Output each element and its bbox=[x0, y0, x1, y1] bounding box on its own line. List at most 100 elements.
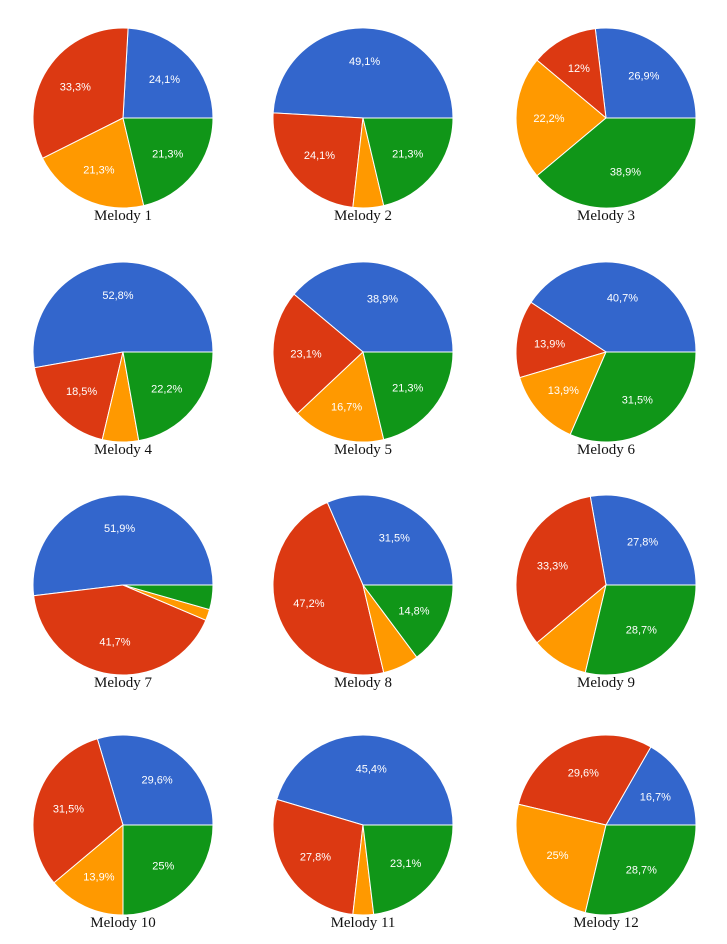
pie-12-slice-label: 16,7% bbox=[640, 791, 671, 803]
pie-11-slice-red bbox=[272, 798, 364, 915]
pie-chart-12: 16,7% 29,6% 25% 28,7% Melody 12 bbox=[515, 734, 697, 931]
pie-3-slice-orange bbox=[515, 59, 607, 177]
pie-12-slice-label: 29,6% bbox=[568, 768, 599, 780]
pie-5-slice-orange bbox=[296, 351, 385, 443]
pie-9-slice-red bbox=[515, 495, 607, 644]
pie-chart-4: 52,8% 18,5% 22,2% Melody 4 bbox=[32, 261, 214, 458]
pie-1-title: Melody 1 bbox=[94, 208, 152, 224]
pie-1-slice-red bbox=[32, 27, 129, 160]
pie-3-slice-label: 38,9% bbox=[610, 167, 641, 179]
pie-4-slice-red bbox=[33, 351, 124, 441]
pie-2-slice-blue bbox=[272, 27, 454, 119]
pie-6-slice-green bbox=[569, 351, 697, 443]
pie-chart-2: 49,1% 24,1% 21,3% Melody 2 bbox=[272, 27, 454, 224]
pie-5-slice-blue bbox=[293, 261, 454, 353]
pie-10-slice-orange bbox=[53, 823, 124, 916]
pie-6-slice-label: 13,9% bbox=[534, 339, 565, 351]
pie-8-slice-red bbox=[272, 501, 385, 676]
pie-chart-10: 29,6% 31,5% 13,9% 25% Melody 10 bbox=[32, 734, 214, 931]
pie-11-slice-label: 23,1% bbox=[390, 858, 421, 870]
pie-chart-5: 38,9% 23,1% 16,7% 21,3% Melody 5 bbox=[272, 261, 454, 458]
pie-8-slice-blue bbox=[326, 494, 454, 586]
pie-chart-7: 51,9% 41,7% Melody 7 bbox=[32, 494, 214, 691]
pie-5-slice-label: 38,9% bbox=[367, 293, 398, 305]
pie-4-slice-label: 18,5% bbox=[66, 386, 97, 398]
pie-9-slice-blue bbox=[589, 494, 697, 586]
pie-chart-1: 24,1% 33,3% 21,3% 21,3% Melody 1 bbox=[32, 27, 214, 224]
pie-3-slice-label: 22,2% bbox=[533, 113, 564, 125]
pie-5-slice-green bbox=[362, 351, 454, 441]
pie-3-slice-green bbox=[536, 117, 697, 209]
pie-7-slice-green bbox=[122, 584, 214, 611]
pie-3-slice-label: 12% bbox=[568, 63, 590, 75]
pie-1-slice-label: 33,3% bbox=[60, 82, 91, 94]
pie-8-title: Melody 8 bbox=[334, 675, 392, 691]
pie-6-slice-orange bbox=[519, 351, 607, 436]
pie-4-title: Melody 4 bbox=[94, 442, 152, 458]
pie-7-slice-blue bbox=[32, 494, 214, 597]
pie-10-slice-green bbox=[122, 824, 214, 916]
pie-2-slice-label: 24,1% bbox=[304, 150, 335, 162]
pie-6-slice-label: 40,7% bbox=[607, 292, 638, 304]
pie-1-slice-label: 21,3% bbox=[83, 165, 114, 177]
pie-chart-3: 26,9% 12% 22,2% 38,9% Melody 3 bbox=[515, 27, 697, 224]
pie-9-slice-label: 28,7% bbox=[626, 625, 657, 637]
pie-10-slice-blue bbox=[96, 734, 214, 826]
pie-7-title: Melody 7 bbox=[94, 675, 152, 691]
pie-8-slice-green bbox=[362, 584, 454, 658]
pie-9-slice-label: 33,3% bbox=[537, 561, 568, 573]
pie-11-slice-label: 27,8% bbox=[300, 851, 331, 863]
pie-12-slice-orange bbox=[515, 803, 607, 914]
pie-5-slice-label: 21,3% bbox=[392, 382, 423, 394]
pie-2-title: Melody 2 bbox=[334, 208, 392, 224]
pie-2-slice-label: 49,1% bbox=[349, 56, 380, 68]
pie-6-slice-label: 31,5% bbox=[622, 395, 653, 407]
pie-9-slice-green bbox=[584, 584, 697, 676]
pie-6-slice-label: 13,9% bbox=[548, 385, 579, 397]
pie-chart-9: 27,8% 33,3% 28,7% Melody 9 bbox=[515, 494, 697, 691]
pie-8-slice-label: 31,5% bbox=[379, 532, 410, 544]
pie-11-title: Melody 11 bbox=[331, 915, 396, 931]
pie-10-slice-label: 29,6% bbox=[141, 774, 172, 786]
pie-3-slice-blue bbox=[594, 27, 697, 119]
pie-10-slice-label: 25% bbox=[152, 860, 174, 872]
pie-8-slice-label: 14,8% bbox=[398, 606, 429, 618]
pie-1-slice-green bbox=[122, 117, 214, 207]
pie-8-slice-label: 47,2% bbox=[293, 598, 324, 610]
pie-12-slice-red bbox=[517, 734, 652, 826]
pie-2-slice-red bbox=[272, 112, 364, 208]
pie-9-slice-label: 27,8% bbox=[627, 536, 658, 548]
pie-10-slice-label: 13,9% bbox=[83, 872, 114, 884]
pie-chart-8: 31,5% 47,2% 14,8% Melody 8 bbox=[272, 494, 454, 691]
pie-3-title: Melody 3 bbox=[577, 208, 635, 224]
pie-11-slice-green bbox=[362, 824, 454, 915]
pie-7-slice-label: 41,7% bbox=[99, 636, 130, 648]
pie-11-slice-blue bbox=[276, 734, 454, 826]
pie-chart-11: 45,4% 27,8% 23,1% Melody 11 bbox=[272, 734, 454, 931]
pie-12-title: Melody 12 bbox=[573, 915, 638, 931]
pie-12-slice-label: 28,7% bbox=[626, 865, 657, 877]
pie-4-slice-green bbox=[122, 351, 214, 442]
pie-2-slice-green bbox=[362, 117, 454, 207]
pie-4-slice-label: 22,2% bbox=[151, 384, 182, 396]
pie-1-slice-label: 24,1% bbox=[149, 74, 180, 86]
pie-7-slice-label: 51,9% bbox=[104, 523, 135, 535]
pie-10-title: Melody 10 bbox=[90, 915, 155, 931]
pie-2-slice-label: 21,3% bbox=[392, 148, 423, 160]
pie-6-title: Melody 6 bbox=[577, 442, 635, 458]
pie-4-slice-blue bbox=[32, 261, 214, 369]
pie-12-slice-green bbox=[584, 824, 697, 916]
pie-5-title: Melody 5 bbox=[334, 442, 392, 458]
pie-9-title: Melody 9 bbox=[577, 675, 635, 691]
pie-3-slice-red bbox=[536, 28, 607, 120]
pie-10-slice-label: 31,5% bbox=[53, 804, 84, 816]
pie-10-slice-red bbox=[32, 738, 124, 884]
pie-1-slice-label: 21,3% bbox=[152, 148, 183, 160]
pie-6-slice-red bbox=[515, 301, 608, 379]
pie-3-slice-label: 26,9% bbox=[628, 70, 659, 82]
pie-5-slice-red bbox=[272, 293, 364, 415]
pie-1-slice-blue bbox=[122, 27, 214, 119]
pie-7-slice-red bbox=[33, 584, 207, 676]
pie-12-slice-label: 25% bbox=[546, 850, 568, 862]
